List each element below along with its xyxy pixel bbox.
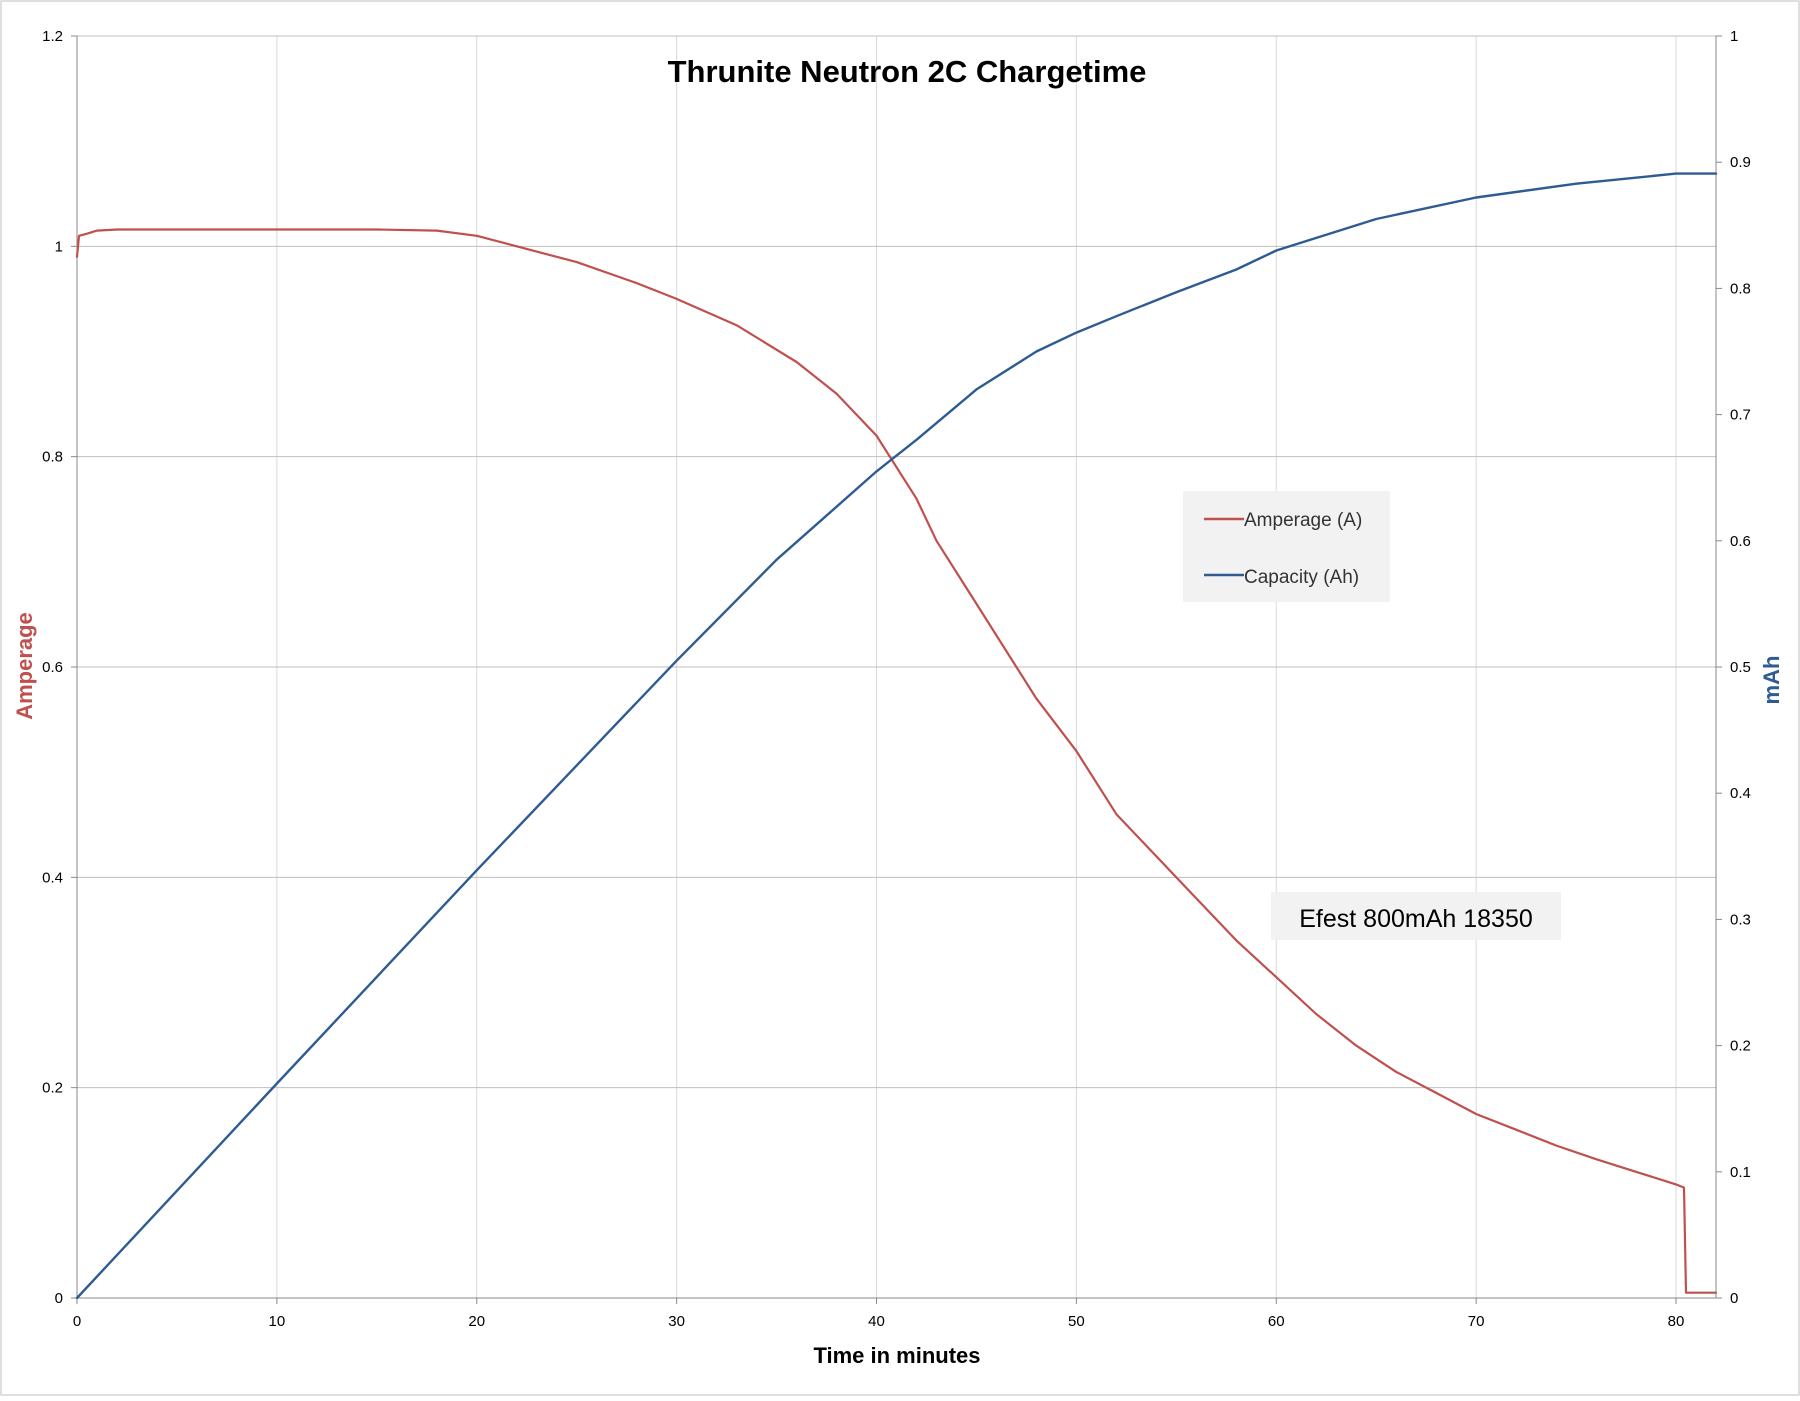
x-tick-label: 20 <box>468 1313 485 1330</box>
y-right-tick-label: 0.5 <box>1730 659 1751 676</box>
y-left-tick-label: 0.6 <box>42 659 63 676</box>
series-line-capacity <box>75 172 1718 1300</box>
legend: Amperage (A) Capacity (Ah) <box>1183 491 1390 602</box>
x-tick-label: 50 <box>1068 1313 1085 1330</box>
y-right-tick-label: 0.4 <box>1730 785 1751 802</box>
y-right-tick-label: 0 <box>1730 1290 1738 1307</box>
x-tick-label: 60 <box>1268 1313 1285 1330</box>
y-left-tick-label: 0.2 <box>42 1080 63 1097</box>
legend-box <box>1183 491 1390 602</box>
annotation: Efest 800mAh 18350 <box>1271 892 1561 940</box>
y-right-tick-label: 0.1 <box>1730 1164 1751 1181</box>
x-axis-label: Time in minutes <box>813 1343 980 1368</box>
y-axis-label-left: Amperage <box>12 612 37 720</box>
annotation-text: Efest 800mAh 18350 <box>1299 905 1533 933</box>
x-tick-label: 70 <box>1468 1313 1485 1330</box>
series-line-amperage <box>75 228 1718 1294</box>
y-axis-label-right: mAh <box>1759 656 1784 705</box>
y-left-tick-label: 0.4 <box>42 869 63 886</box>
y-left-tick-label: 0.8 <box>42 449 63 466</box>
y-left-tick-label: 1 <box>55 238 63 255</box>
y-right-tick-label: 0.8 <box>1730 280 1751 297</box>
annotation-box <box>1271 892 1561 940</box>
x-tick-label: 80 <box>1668 1313 1685 1330</box>
series-layer <box>75 172 1718 1300</box>
y-right-tick-label: 0.6 <box>1730 533 1751 550</box>
chart-title: Thrunite Neutron 2C Chargetime <box>668 54 1147 89</box>
y-right-tick-label: 0.7 <box>1730 407 1751 424</box>
x-tick-label: 10 <box>269 1313 286 1330</box>
y-left-tick-label: 1.2 <box>42 28 63 45</box>
ticks-layer: 0 10 20 30 40 50 60 70 80 0 0.2 0.4 0.6 0.8 1 1.2 0 0.1 0.… <box>42 28 1751 1330</box>
legend-label-amperage: Amperage (A) <box>1244 510 1362 531</box>
grid-layer <box>77 35 1716 1298</box>
y-right-tick-label: 1 <box>1730 28 1738 45</box>
x-tick-label: 0 <box>73 1313 81 1330</box>
legend-label-capacity: Capacity (Ah) <box>1244 567 1359 588</box>
y-left-tick-label: 0 <box>55 1290 63 1307</box>
y-right-tick-label: 0.9 <box>1730 154 1751 171</box>
y-right-tick-label: 0.2 <box>1730 1038 1751 1055</box>
y-right-tick-label: 0.3 <box>1730 911 1751 928</box>
x-tick-label: 40 <box>868 1313 885 1330</box>
x-tick-label: 30 <box>668 1313 685 1330</box>
